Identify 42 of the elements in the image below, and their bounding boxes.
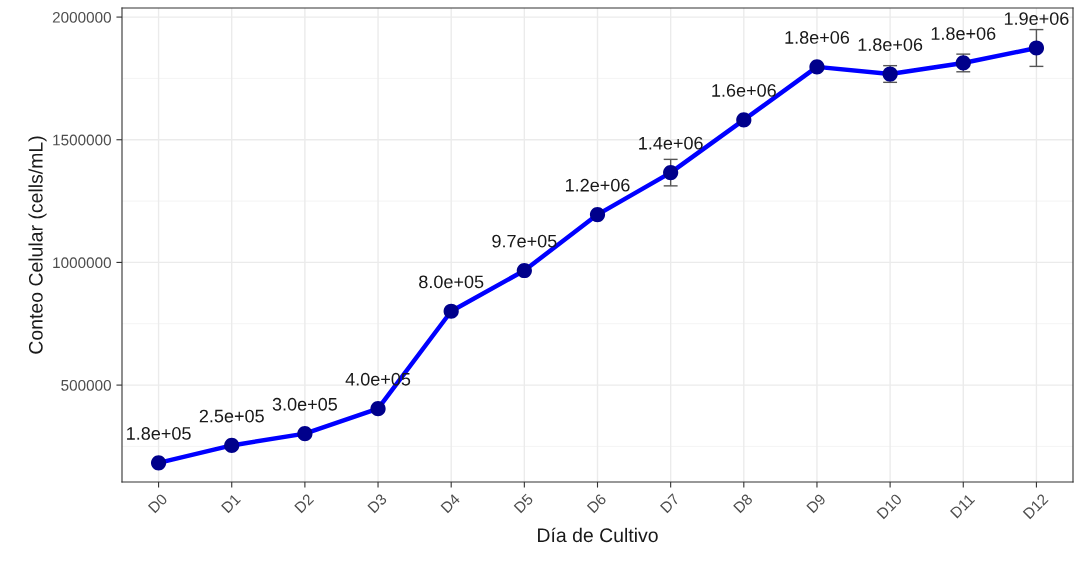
y-tick-label: 2000000 — [52, 11, 111, 23]
x-axis-title: Día de Cultivo — [538, 527, 658, 543]
x-tick-label: D4 — [440, 493, 461, 514]
point — [297, 426, 313, 442]
point — [736, 112, 752, 128]
data-label: 1.8e+05 — [127, 427, 191, 440]
x-tick-label: D2 — [294, 493, 315, 514]
point — [809, 59, 825, 75]
y-tick-label: 1500000 — [53, 134, 111, 146]
point — [370, 401, 386, 417]
point — [150, 455, 167, 471]
x-tick-label: D8 — [733, 493, 754, 514]
x-tick-label: D3 — [367, 493, 388, 514]
data-label: 1.8e+06 — [785, 31, 850, 44]
y-tick-label: 1000000 — [53, 257, 111, 269]
data-label: 1.9e+06 — [1004, 12, 1069, 25]
y-axis-title: Conteo Celular (cells/mL) — [28, 136, 47, 354]
point — [516, 262, 532, 279]
x-tick-label: D12 — [1022, 493, 1049, 520]
data-label: 9.7e+05 — [492, 234, 557, 248]
data-label: 2.5e+05 — [199, 409, 264, 423]
data-label: 1.6e+06 — [712, 84, 776, 97]
data-label: 1.4e+06 — [639, 136, 703, 150]
x-tick-label: D1 — [221, 493, 241, 514]
x-tick-label: D0 — [147, 493, 168, 514]
point — [443, 303, 459, 319]
point — [224, 437, 240, 454]
x-tick-label: D6 — [586, 493, 607, 514]
x-tick-label: D9 — [806, 493, 827, 514]
data-label: 8.0e+05 — [419, 275, 484, 289]
x-tick-label: D11 — [950, 493, 976, 519]
data-label: 1.2e+06 — [565, 178, 630, 192]
data-label: 1.8e+06 — [858, 38, 923, 51]
x-tick-label: D10 — [876, 493, 903, 520]
point — [663, 165, 679, 181]
data-label: 1.8e+06 — [931, 27, 996, 40]
point — [589, 206, 606, 223]
x-tick-label: D5 — [513, 493, 534, 514]
point — [1028, 40, 1045, 56]
y-tick-label: 500000 — [61, 379, 111, 391]
x-tick-label: D7 — [660, 493, 680, 514]
data-label: 3.0e+05 — [272, 397, 338, 411]
